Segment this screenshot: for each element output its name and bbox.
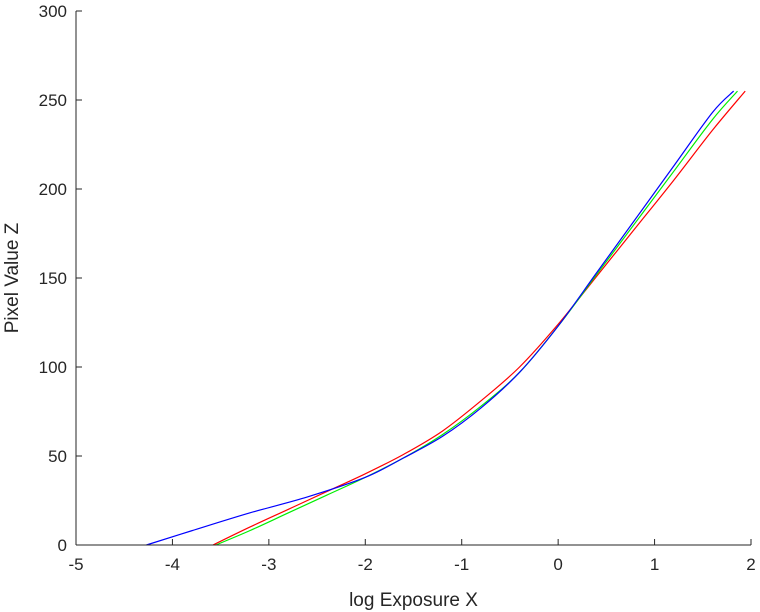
y-tick-label: 100 [39, 358, 67, 377]
x-tick-label: 1 [650, 555, 659, 574]
series-layer [146, 90, 746, 546]
series-line-1 [212, 90, 746, 546]
x-tick-label: -5 [68, 555, 83, 574]
x-tick-label: 2 [746, 555, 755, 574]
x-tick-label: -4 [165, 555, 180, 574]
x-tick-label: -3 [261, 555, 276, 574]
x-tick-label: 0 [553, 555, 562, 574]
y-tick-label: 50 [48, 447, 67, 466]
x-ticks: -5 -4 -3 -2 -1 0 1 2 [68, 539, 756, 574]
y-axis-label: Pixel Value Z [2, 222, 23, 333]
y-tick-label: 200 [39, 180, 67, 199]
series-line-3 [146, 90, 735, 546]
series-line-2 [215, 90, 738, 546]
y-tick-label: 300 [39, 2, 67, 21]
x-axis-label: log Exposure X [349, 590, 478, 611]
y-tick-label: 250 [39, 91, 67, 110]
x-tick-label: -1 [454, 555, 469, 574]
y-ticks: 0 50 100 150 200 250 300 [39, 2, 82, 555]
y-tick-label: 0 [58, 536, 67, 555]
y-tick-label: 150 [39, 269, 67, 288]
x-tick-label: -2 [358, 555, 373, 574]
